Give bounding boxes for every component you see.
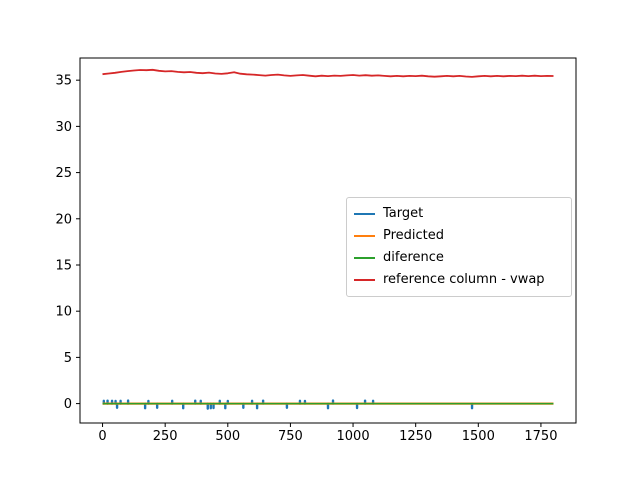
legend-item-predicted: Predicted	[354, 225, 563, 247]
y-tick-label: 35	[55, 74, 72, 89]
legend-item-target: Target	[354, 203, 563, 225]
x-tick-label: 1000	[337, 429, 370, 444]
predicted-line-swatch	[354, 235, 375, 237]
diference-line-swatch	[354, 257, 375, 259]
x-tick-label: 500	[215, 429, 240, 444]
y-tick-label: 5	[64, 351, 72, 366]
x-tick-label: 750	[278, 429, 303, 444]
legend-label-reference-vwap: reference column - vwap	[383, 272, 545, 287]
y-tick-label: 20	[55, 212, 72, 227]
y-tick-label: 0	[64, 397, 72, 412]
legend-label-predicted: Predicted	[383, 228, 445, 243]
x-tick-label: 250	[153, 429, 178, 444]
legend-item-reference-vwap: reference column - vwap	[354, 269, 563, 291]
x-tick-label: 1250	[399, 429, 432, 444]
x-tick-label: 1750	[524, 429, 557, 444]
series-reference-column-vwap-line	[102, 68, 554, 78]
x-tick-label: 1500	[462, 429, 495, 444]
reference-vwap-line-swatch	[354, 279, 375, 281]
x-tick-label: 0	[98, 429, 106, 444]
y-tick-label: 15	[55, 258, 72, 273]
axes-frame	[79, 57, 577, 424]
y-tick-label: 30	[55, 120, 72, 135]
legend-label-target: Target	[383, 206, 424, 221]
legend-label-diference: diference	[383, 250, 444, 265]
legend: Target Predicted diference reference col…	[346, 197, 572, 297]
target-line-swatch	[354, 213, 375, 215]
y-tick-label: 25	[55, 166, 72, 181]
y-tick-label: 10	[55, 305, 72, 320]
legend-item-diference: diference	[354, 247, 563, 269]
